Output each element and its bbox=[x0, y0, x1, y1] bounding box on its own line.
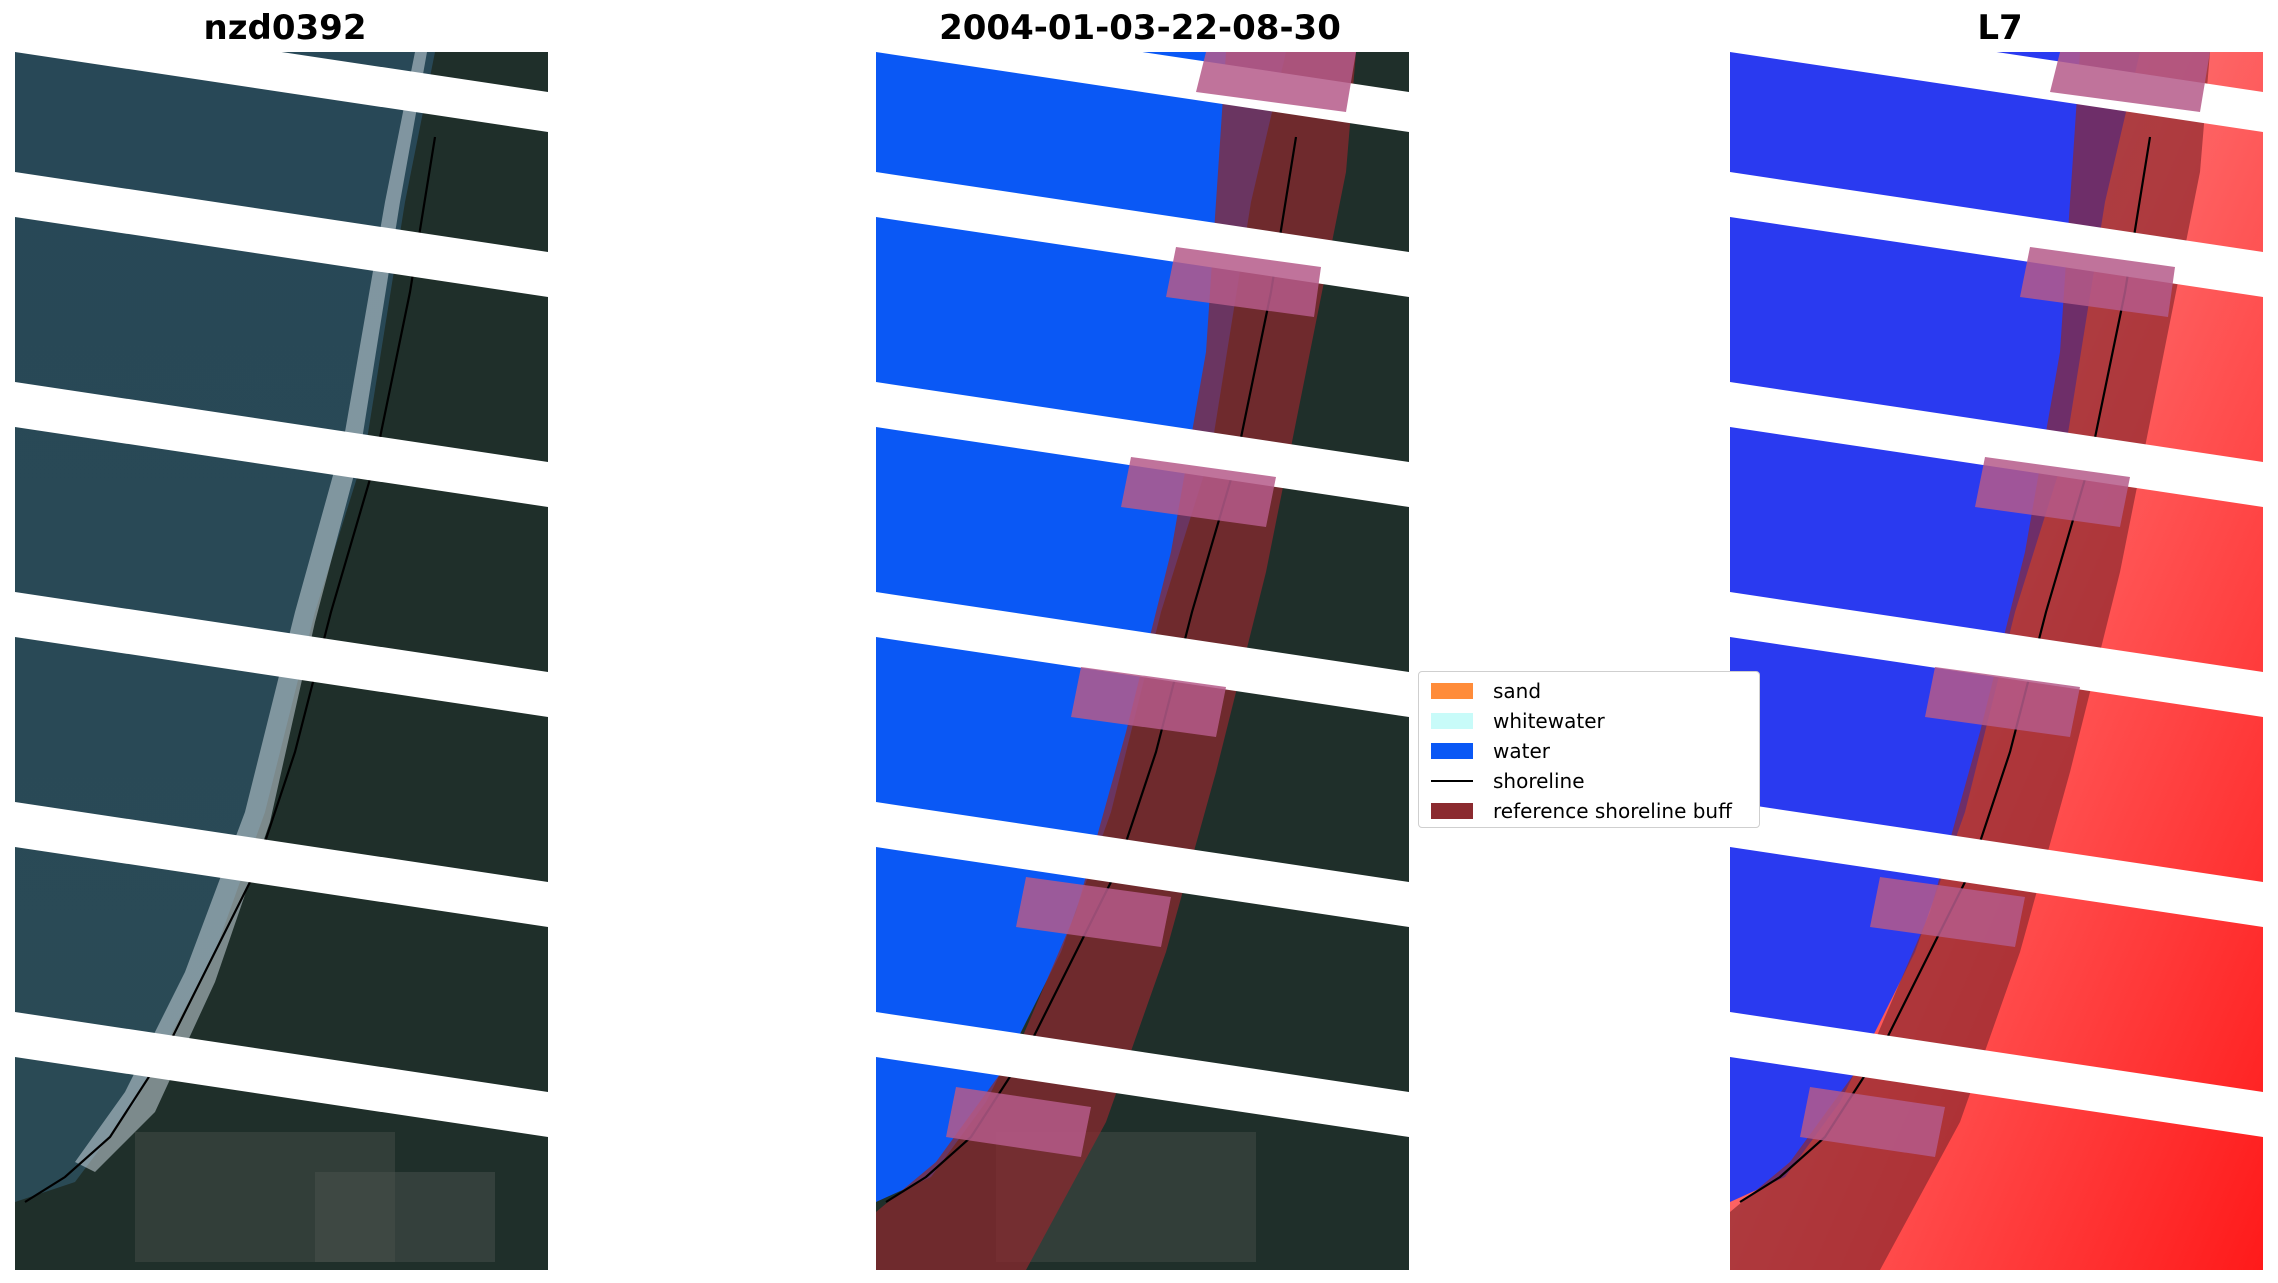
legend-label: sand bbox=[1493, 679, 1542, 703]
panel-title-index: L7 bbox=[1977, 8, 2023, 48]
legend-label: water bbox=[1493, 739, 1550, 763]
panel-title-classified: 2004-01-03-22-08-30 bbox=[939, 8, 1341, 48]
shoreline-line-icon bbox=[1431, 780, 1473, 782]
scan-gap-stripes bbox=[15, 52, 548, 1137]
index-image-panel bbox=[1730, 52, 2263, 1270]
scan-gap-stripes bbox=[1730, 52, 2263, 1137]
legend-item-water: water bbox=[1431, 739, 1550, 763]
classified-image-panel bbox=[876, 52, 1409, 1270]
index-image bbox=[1730, 52, 2263, 1270]
sand-swatch bbox=[1431, 683, 1473, 699]
legend-item-whitewater: whitewater bbox=[1431, 709, 1605, 733]
legend-item-reference-buffer: reference shoreline buff bbox=[1431, 799, 1732, 823]
legend-item-sand: sand bbox=[1431, 679, 1542, 703]
legend-label: shoreline bbox=[1493, 769, 1585, 793]
legend-item-shoreline: shoreline bbox=[1431, 769, 1585, 793]
rgb-image-panel bbox=[15, 52, 548, 1270]
legend-label: reference shoreline buff bbox=[1493, 799, 1732, 823]
water-swatch bbox=[1431, 743, 1473, 759]
legend-label: whitewater bbox=[1493, 709, 1605, 733]
classified-image bbox=[876, 52, 1409, 1270]
rgb-satellite-image bbox=[15, 52, 548, 1270]
panel-title-rgb: nzd0392 bbox=[203, 8, 367, 48]
buffer-swatch bbox=[1431, 803, 1473, 819]
legend: sand whitewater water shoreline referenc… bbox=[1418, 671, 1760, 828]
scan-gap-stripes bbox=[876, 52, 1409, 1137]
whitewater-swatch bbox=[1431, 713, 1473, 729]
